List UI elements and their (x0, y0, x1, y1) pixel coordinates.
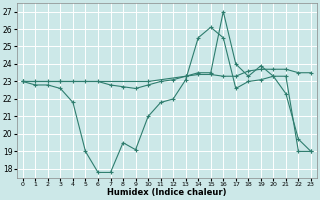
X-axis label: Humidex (Indice chaleur): Humidex (Indice chaleur) (107, 188, 227, 197)
